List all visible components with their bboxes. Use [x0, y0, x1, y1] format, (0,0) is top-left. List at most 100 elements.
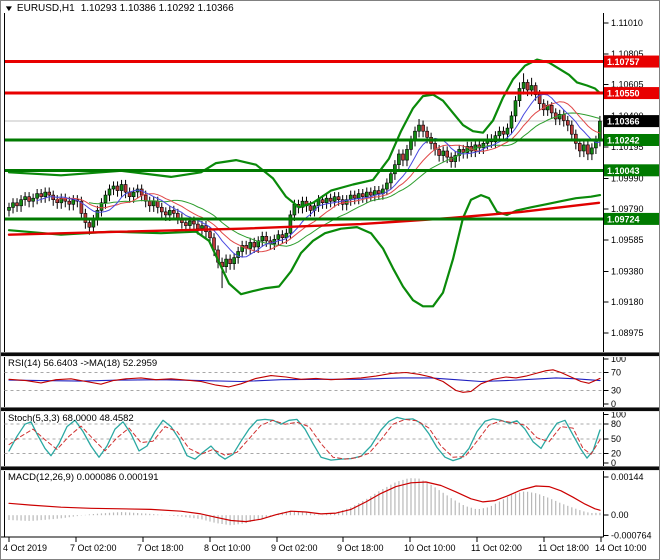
candle [7, 207, 11, 211]
time-axis[interactable] [1, 538, 659, 559]
candle [513, 100, 518, 117]
candle [481, 143, 486, 149]
candle [397, 153, 401, 165]
candle [549, 105, 554, 114]
candle [236, 251, 240, 258]
price-tick-label: 1.10805 [611, 49, 644, 59]
candle [582, 144, 586, 152]
macd-label: MACD(12,26,9) 0.000086 0.000191 [8, 472, 159, 483]
candle [453, 155, 458, 162]
rsi-ma-line [8, 377, 601, 383]
ma-long-red-line [7, 201, 601, 236]
candle [232, 257, 236, 265]
candle [15, 202, 19, 207]
candle [79, 200, 84, 214]
price-tick-label: 1.09585 [611, 235, 644, 245]
price-tick-label: 1.09790 [611, 204, 644, 214]
panel-resize-separator[interactable] [1, 407, 659, 412]
panel-resize-separator[interactable] [1, 466, 659, 471]
candle [553, 112, 558, 120]
candle [91, 219, 96, 228]
candle [352, 194, 357, 199]
stoch-tick-label: 50 [611, 434, 621, 444]
symbol-timeframe-label: EURUSD,H1 [16, 3, 75, 14]
price-tick-label: 1.08975 [611, 328, 644, 338]
candle [192, 220, 196, 225]
candle [565, 120, 570, 126]
price-tick-label: 1.10195 [611, 142, 644, 152]
candle [71, 199, 76, 205]
candle [360, 193, 365, 197]
stochastic-label: Stoch(5,3,3) 68.0000 48.4582 [8, 413, 134, 424]
candle [569, 124, 574, 135]
candle [164, 211, 168, 216]
candle [155, 200, 160, 208]
rsi-label: RSI(14) 56.6403 ->MA(18) 52.2959 [8, 358, 158, 369]
time-tick-label: 9 Oct 02:00 [271, 543, 318, 553]
time-tick-label: 7 Oct 18:00 [137, 543, 184, 553]
time-tick-label: 11 Oct 18:00 [538, 543, 589, 553]
candle [437, 149, 441, 156]
ma-fast-blue-line [36, 93, 601, 258]
candle [497, 130, 502, 137]
candle [27, 196, 31, 202]
candle [292, 204, 297, 216]
stoch-tick-label: 100 [611, 410, 626, 420]
rsi-tick-label: 100 [611, 354, 626, 364]
candle [517, 88, 522, 101]
candle [537, 94, 542, 104]
macd-tick-label: 0.00144 [611, 472, 644, 482]
rsi-tick-label: 70 [611, 368, 621, 378]
panel-resize-separator[interactable] [1, 352, 659, 357]
candle [131, 191, 136, 198]
price-badge [604, 164, 659, 177]
price-axis[interactable] [604, 1, 659, 537]
candle [240, 245, 244, 252]
macd-tick-label: 0.00 [611, 510, 629, 520]
candle [147, 200, 152, 207]
candle [368, 191, 373, 196]
candle [39, 193, 44, 197]
candle [55, 199, 60, 203]
price-badge-label: 1.10366 [607, 117, 640, 127]
macd-tick-label: -0.000764 [611, 530, 652, 540]
ma-fast-green-line [88, 112, 601, 247]
candle [409, 140, 413, 150]
candle [151, 200, 156, 207]
candle [123, 184, 128, 193]
candle [501, 130, 506, 135]
chart-title-bar: ▼ EURUSD,H1 1.10293 1.10386 1.10292 1.1036… [3, 3, 234, 15]
candle [196, 223, 200, 230]
candle [200, 225, 204, 229]
candle [320, 199, 325, 203]
candle [176, 213, 180, 219]
time-tick-label: 14 Oct 10:00 [595, 543, 647, 553]
price-tick-label: 1.09180 [611, 297, 644, 307]
candle [51, 194, 56, 201]
price-badge-label: 1.10242 [607, 135, 640, 145]
candle [208, 231, 212, 239]
ohlc-values: 1.10293 1.10386 1.10292 1.10366 [80, 3, 234, 14]
price-badge [604, 133, 659, 146]
candle [356, 193, 361, 199]
rsi-line [8, 369, 601, 393]
stoch-k-line [8, 416, 601, 462]
candles-series [7, 73, 602, 289]
tick-direction-icon: ▼ [3, 4, 15, 13]
candle [425, 130, 429, 138]
candle [288, 214, 293, 234]
time-tick-label: 7 Oct 02:00 [70, 543, 117, 553]
candle [509, 115, 514, 129]
candle [103, 194, 108, 204]
candle [586, 144, 590, 155]
macd-histogram [8, 478, 601, 526]
candle [43, 191, 48, 198]
price-badge-label: 1.10757 [607, 57, 640, 67]
price-badge-label: 1.10550 [607, 89, 640, 99]
candle [389, 173, 393, 184]
candle [525, 82, 530, 91]
candle [590, 147, 594, 155]
candle [252, 242, 256, 248]
candle [35, 193, 39, 199]
